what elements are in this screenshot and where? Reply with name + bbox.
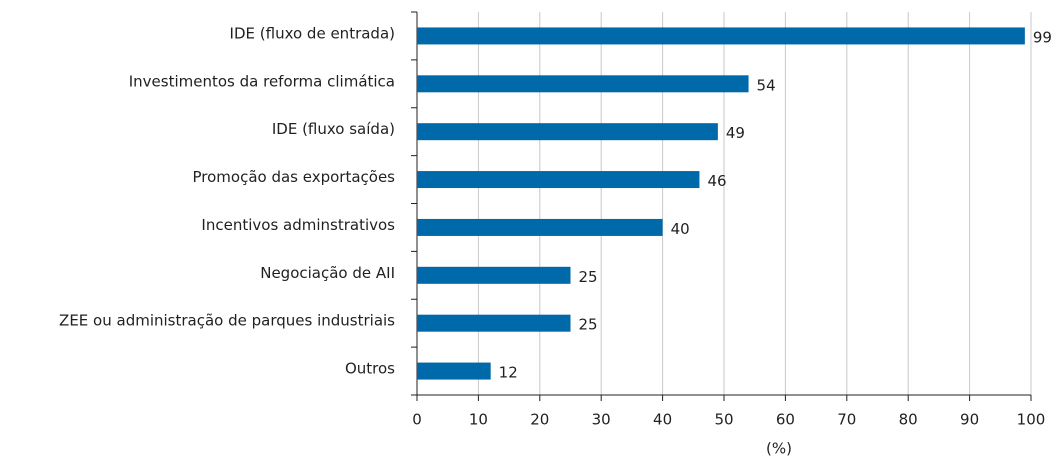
x-tick-label: 70: [837, 411, 856, 429]
x-tick-label: 60: [776, 411, 795, 429]
y-tick-label: Negociação de AII: [260, 264, 395, 282]
bar: [417, 362, 491, 380]
bar: [417, 314, 571, 332]
x-tick-label: 90: [960, 411, 979, 429]
x-tick-label: 50: [714, 411, 733, 429]
bar: [417, 75, 749, 93]
x-tick-label: 10: [469, 411, 488, 429]
x-tick-label: 20: [530, 411, 549, 429]
y-tick-label: IDE (fluxo de entrada): [230, 24, 395, 42]
x-tick-label: 100: [1017, 411, 1046, 429]
value-label: 40: [671, 220, 690, 238]
value-label: 54: [757, 76, 776, 94]
value-label: 46: [707, 172, 726, 190]
x-axis-label: (%): [766, 440, 792, 458]
value-label: 25: [579, 268, 598, 286]
value-label: 49: [726, 124, 745, 142]
x-tick-label: 80: [899, 411, 918, 429]
value-label: 12: [499, 364, 518, 382]
bar: [417, 123, 718, 141]
bar: [417, 218, 663, 236]
value-label: 99: [1033, 28, 1052, 46]
y-tick-label: Outros: [345, 360, 395, 378]
y-tick-label: ZEE ou administração de parques industri…: [59, 312, 395, 330]
x-tick-label: 40: [653, 411, 672, 429]
value-label: 25: [579, 316, 598, 334]
x-tick-label: 30: [592, 411, 611, 429]
bar: [417, 171, 700, 189]
y-tick-label: Incentivos adminstrativos: [201, 216, 395, 234]
y-tick-label: IDE (fluxo saída): [272, 120, 395, 138]
y-tick-label: Promoção das exportações: [192, 168, 395, 186]
x-tick-label: 0: [412, 411, 422, 429]
bar: [417, 266, 571, 284]
bar: [417, 27, 1025, 45]
y-tick-label: Investimentos da reforma climática: [129, 72, 395, 90]
